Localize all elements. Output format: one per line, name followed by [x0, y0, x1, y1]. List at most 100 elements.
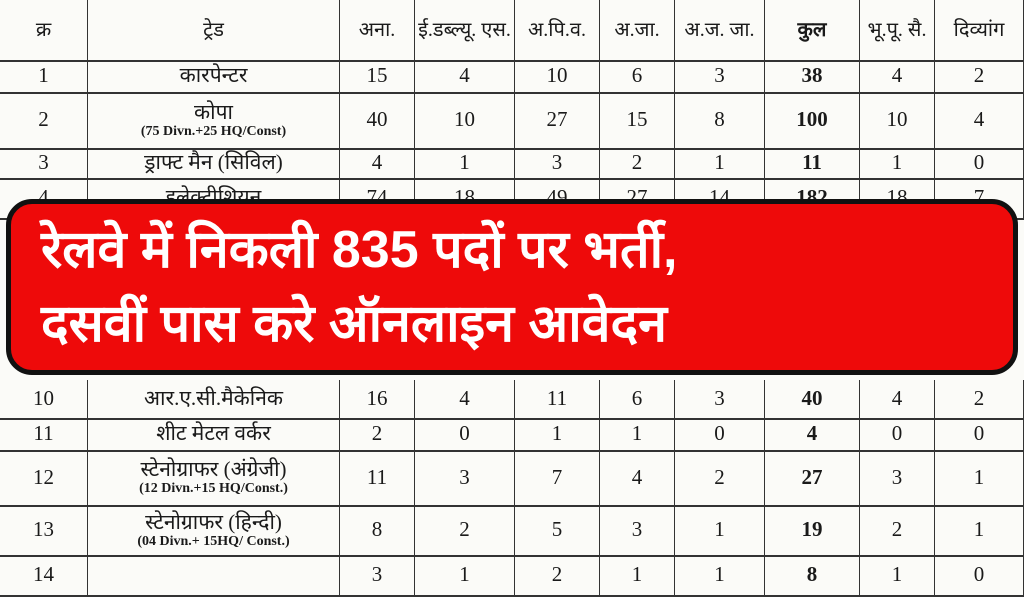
cell: 4 — [600, 450, 675, 505]
cell: 13 — [0, 505, 88, 555]
cell-text: 2 — [973, 63, 985, 88]
cell-text: 8 — [371, 517, 383, 542]
cell-text: 2 — [631, 150, 643, 175]
cell-text: ड्राफ्ट मैन (सिविल) — [144, 150, 283, 175]
cell-text: 27 — [546, 107, 568, 132]
cell-text: 2 — [551, 562, 563, 587]
cell-text: 2 — [371, 421, 383, 446]
cell: 38 — [765, 60, 860, 92]
cell-text: 2 — [459, 517, 470, 542]
cell: 10 — [515, 60, 600, 92]
cell: 11 — [515, 380, 600, 418]
cell: 2 — [935, 380, 1024, 418]
cell-text: शीट मेटल वर्कर — [156, 421, 271, 446]
cell-text: 2 — [973, 386, 985, 411]
table-row: 2 कोपा (75 Divn.+25 HQ/Const) 40 10 27 15 8 100 1… — [0, 92, 1024, 150]
cell-text: 8 — [714, 107, 725, 132]
cell: 4 — [415, 380, 515, 418]
cell-text: 12 — [33, 464, 54, 489]
cell: 2 — [515, 555, 600, 595]
cell: 1 — [675, 505, 765, 555]
cell: 7 — [515, 450, 600, 505]
cell-text: अ.जा. — [614, 19, 660, 41]
cell-text: 1 — [714, 517, 725, 542]
cell-text: ट्रेड — [203, 19, 224, 41]
cell-text: 0 — [973, 150, 985, 175]
cell-text: 11 — [546, 386, 568, 411]
cell: 8 — [340, 505, 415, 555]
cell-text: 5 — [551, 517, 563, 542]
cell: 1 — [600, 555, 675, 595]
cell-text: 1 — [973, 464, 985, 489]
cell-text: 3 — [551, 150, 563, 175]
cell-text: 6 — [631, 63, 643, 88]
cell: 10 — [860, 92, 935, 148]
cell: 3 — [675, 380, 765, 418]
cell: 0 — [935, 418, 1024, 450]
cell-text: 3 — [714, 63, 725, 88]
cell-text: 1 — [714, 150, 725, 175]
table-row: 13 स्टेनोग्राफर (हिन्दी) (04 Divn.+ 15HQ/ … — [0, 505, 1024, 557]
cell: 14 — [0, 555, 88, 595]
cell: 8 — [675, 92, 765, 148]
cell-text: 10 — [454, 107, 475, 132]
cell: 4 — [0, 178, 88, 218]
trade-note: (75 Divn.+25 HQ/Const) — [140, 123, 287, 139]
cell: शीट मेटल वर्कर — [88, 418, 340, 450]
cell: 2 — [0, 92, 88, 148]
cell-text: 3 — [891, 464, 903, 489]
cell: 1 — [860, 555, 935, 595]
cell-text: 4 — [459, 386, 470, 411]
cell: 2 — [600, 148, 675, 178]
trade-note: (04 Divn.+ 15HQ/ Const.) — [137, 533, 290, 549]
cell: 1 — [935, 505, 1024, 555]
cell: 0 — [935, 555, 1024, 595]
cell: 4 — [340, 148, 415, 178]
cell: कुल — [765, 0, 860, 60]
cell-text: 8 — [806, 562, 818, 587]
cell: 4 — [860, 380, 935, 418]
cell-text: कारपेन्टर — [179, 63, 248, 88]
cell: स्टेनोग्राफर (अंग्रेजी) (12 Divn.+15 HQ/C… — [88, 450, 340, 505]
cell: अ.जा. — [600, 0, 675, 60]
cell-text: 10 — [33, 386, 54, 411]
cell-text: 3 — [38, 150, 49, 175]
cell: 19 — [765, 505, 860, 555]
cell: कोपा (75 Divn.+25 HQ/Const) — [88, 92, 340, 148]
cell: 4 — [860, 60, 935, 92]
cell-text: 1 — [891, 150, 903, 175]
cell: 2 — [415, 505, 515, 555]
cell-text: स्टेनोग्राफर (हिन्दी) — [145, 509, 282, 534]
cell-text: 100 — [796, 107, 828, 132]
cell — [88, 555, 340, 595]
cell: 4 — [935, 92, 1024, 148]
cell: 3 — [600, 505, 675, 555]
cell: 6 — [600, 60, 675, 92]
cell: 1 — [675, 555, 765, 595]
cell: 40 — [765, 380, 860, 418]
table-header: क्र ट्रेड अना. ई.डब्ल्यू. एस. अ.पि.व. अ.जा. अ.… — [0, 0, 1024, 62]
cell: 3 — [340, 555, 415, 595]
cell-text: 11 — [33, 421, 54, 446]
cell: 0 — [935, 148, 1024, 178]
cell-text: 1 — [631, 421, 643, 446]
cell-text: 15 — [366, 63, 388, 88]
cell: 2 — [675, 450, 765, 505]
cell-text: 1 — [891, 562, 903, 587]
cell-text: 4 — [459, 63, 470, 88]
cell-text: 1 — [459, 150, 470, 175]
cell: 8 — [765, 555, 860, 595]
cell-text: 14 — [33, 562, 54, 587]
cell: 1 — [0, 60, 88, 92]
cell: 2 — [860, 505, 935, 555]
table-row: 10 आर.ए.सी.मैकेनिक 16 4 11 6 3 40 4 2 — [0, 380, 1024, 420]
cell: दिव्यांग — [935, 0, 1024, 60]
cell-text: 11 — [366, 464, 388, 489]
cell-text: 0 — [459, 421, 470, 446]
cell: स्टेनोग्राफर (हिन्दी) (04 Divn.+ 15HQ/ Co… — [88, 505, 340, 555]
cell-text: 0 — [973, 421, 985, 446]
cell-text: 4 — [38, 185, 49, 210]
cell: 12 — [0, 450, 88, 505]
cell: 6 — [600, 380, 675, 418]
cell: 100 — [765, 92, 860, 148]
